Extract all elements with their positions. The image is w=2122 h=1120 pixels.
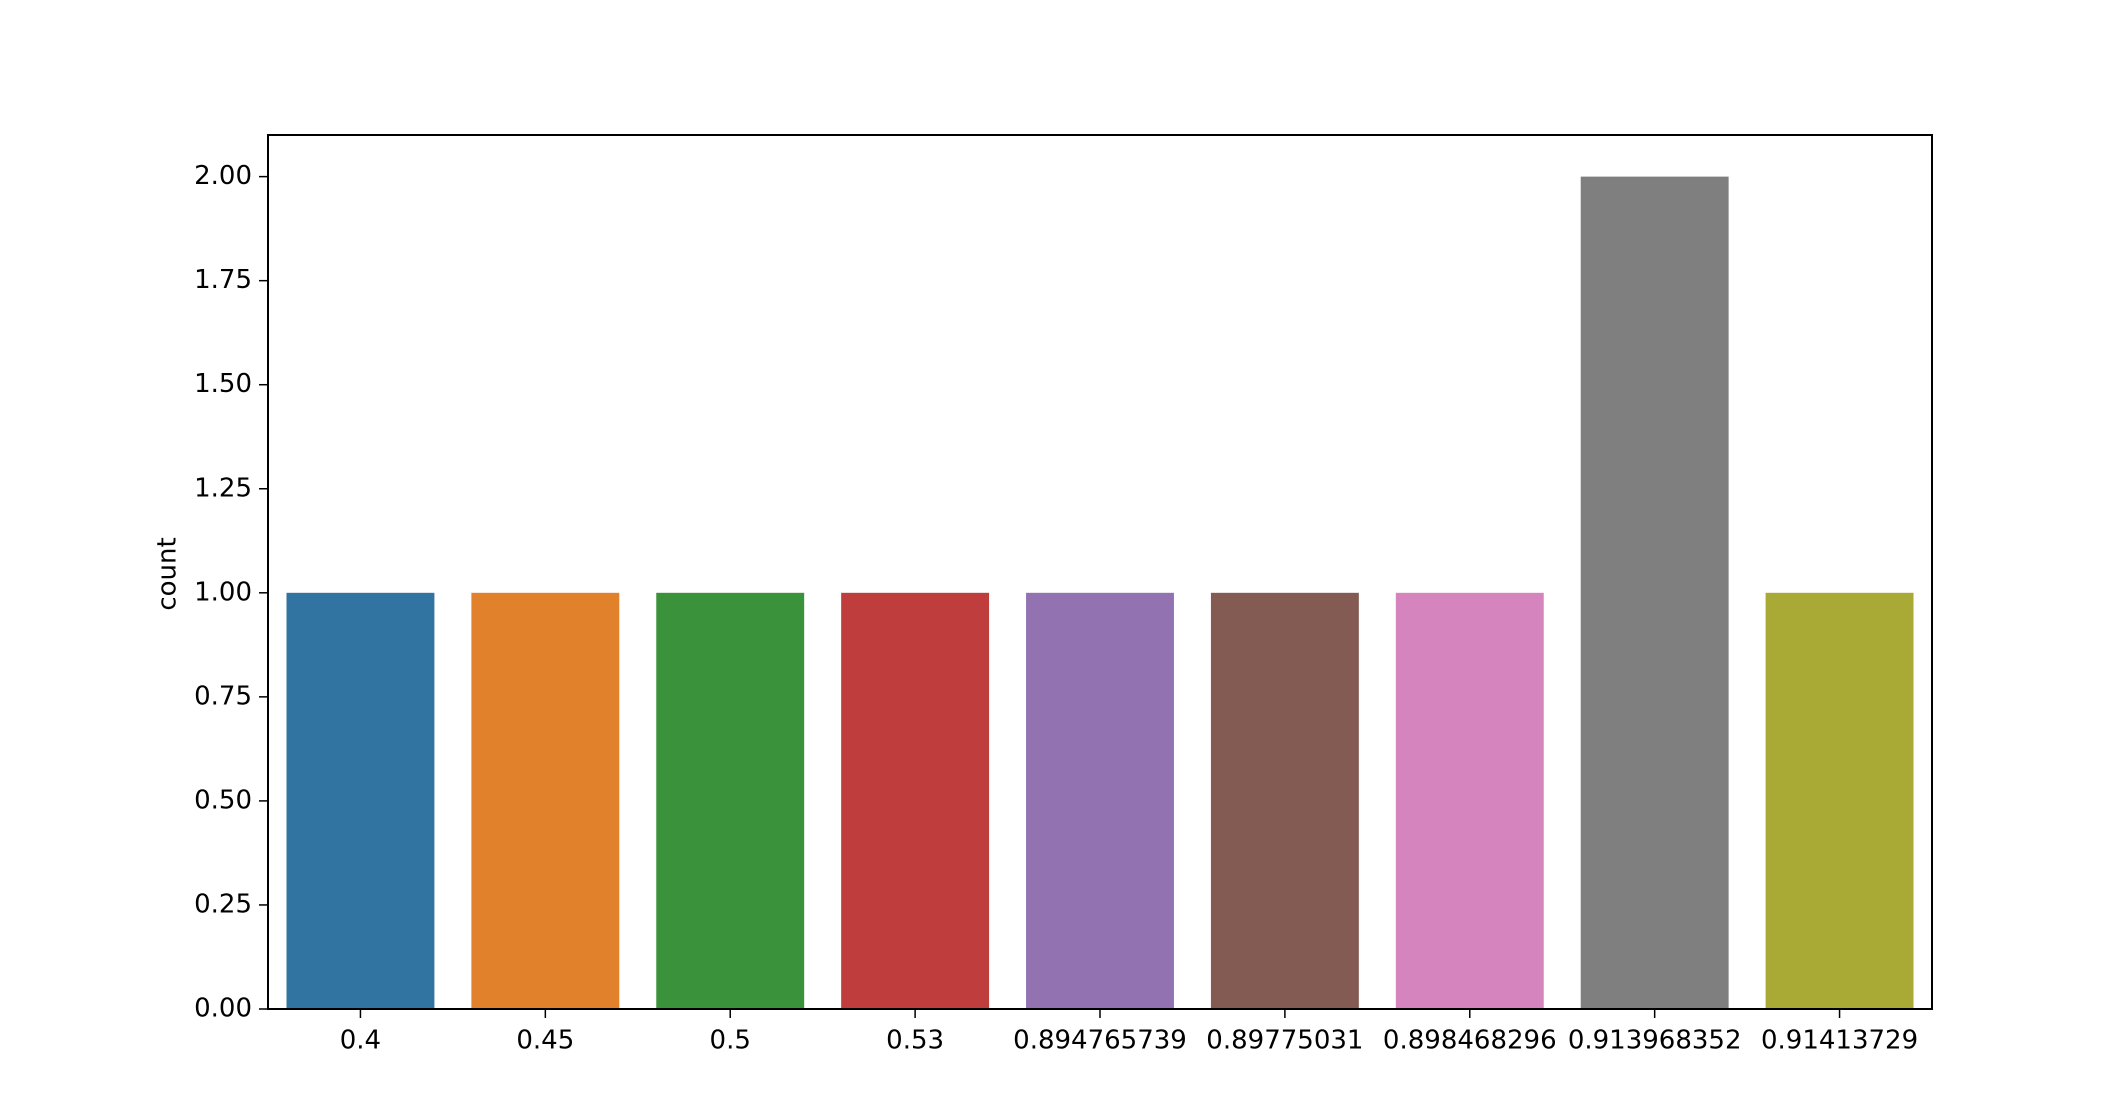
y-tick-label: 0.75 — [194, 681, 252, 711]
x-tick-label: 0.4 — [340, 1026, 381, 1056]
x-tick-label: 0.91413729 — [1761, 1026, 1918, 1056]
y-tick-label: 1.00 — [194, 577, 252, 607]
y-tick-label: 1.25 — [194, 473, 252, 503]
x-tick-label: 0.894765739 — [1013, 1026, 1187, 1056]
x-tick-label: 0.45 — [516, 1026, 574, 1056]
bar — [1580, 176, 1729, 1010]
bar — [1026, 592, 1174, 1009]
y-tick-label: 0.00 — [194, 994, 252, 1024]
x-tick-label: 0.898468296 — [1383, 1026, 1557, 1056]
bar — [471, 592, 620, 1009]
y-tick-label: 1.50 — [194, 369, 252, 399]
bar — [286, 592, 435, 1009]
y-tick-label: 0.25 — [194, 889, 252, 919]
x-tick-label: 0.53 — [886, 1026, 944, 1056]
bar — [1210, 592, 1359, 1009]
y-tick-label: 2.00 — [194, 161, 252, 191]
bar — [1765, 592, 1914, 1009]
x-tick-label: 0.89775031 — [1206, 1026, 1363, 1056]
bar — [841, 592, 990, 1009]
bar — [1395, 592, 1544, 1009]
y-tick-label: 0.50 — [194, 785, 252, 815]
bar — [656, 592, 805, 1009]
plot-frame — [267, 134, 1933, 1010]
y-tick-label: 1.75 — [194, 265, 252, 295]
y-axis-label: count — [153, 537, 183, 610]
x-tick-label: 0.913968352 — [1568, 1026, 1742, 1056]
x-tick-label: 0.5 — [710, 1026, 751, 1056]
